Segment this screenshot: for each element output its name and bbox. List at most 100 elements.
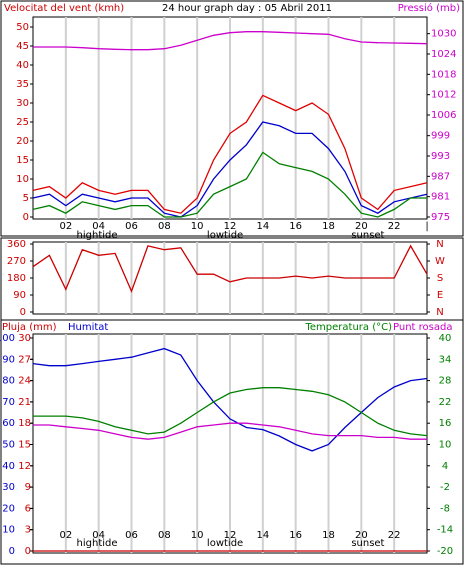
y2-tick-label: 981	[431, 192, 450, 203]
annotation: lowtide	[207, 538, 243, 549]
y2-tick-label: -8	[440, 503, 450, 514]
y2-tick-label: 34	[439, 354, 452, 365]
y-tick-label: 9	[25, 482, 31, 493]
y3-tick-label: 30	[2, 482, 15, 493]
annotation: lowtide	[207, 230, 243, 241]
y-tick-label: 30	[18, 333, 31, 344]
y2-tick-label: 1024	[431, 49, 456, 60]
y2-tick-label: 28	[439, 376, 452, 387]
x-tick-label: 22	[388, 221, 401, 232]
x-tick-label: |	[425, 221, 428, 232]
series-line	[32, 244, 428, 293]
x-tick-label: 02	[59, 221, 72, 232]
y2-tick-label: 1018	[431, 69, 456, 80]
x-tick-label: |	[425, 530, 428, 541]
y-tick-label: 0	[23, 212, 29, 223]
y3-tick-label: 60	[2, 418, 15, 429]
x-tick-label: 04	[92, 221, 105, 232]
y3-tick-label: 20	[2, 503, 15, 514]
y2-tick-label: 22	[439, 397, 452, 408]
y2-tick-label: -2	[440, 482, 450, 493]
series-line	[32, 94, 428, 214]
y2-tick-label: 999	[431, 131, 450, 142]
y2-tick-label: S	[437, 273, 443, 284]
y2-tick-label: 1006	[431, 110, 456, 121]
y2-tick-label: 1012	[431, 90, 456, 101]
y2-tick-label: 10	[439, 440, 452, 451]
x-tick-label: 06	[125, 221, 138, 232]
y2-axis-label: Pressió (mb)	[398, 2, 460, 14]
y3-tick-label: 50	[2, 440, 15, 451]
y-axis-label: Pluja (mm)	[2, 322, 57, 333]
x-tick-label: 16	[289, 530, 302, 541]
y2-tick-label: 1030	[431, 29, 456, 40]
y2-tick-label: W	[435, 256, 445, 267]
annotation: hightide	[77, 538, 118, 549]
y-tick-label: 40	[16, 60, 29, 71]
y3-tick-label: 100	[0, 333, 15, 344]
y-tick-label: 35	[16, 79, 29, 90]
y-tick-label: 15	[16, 155, 29, 166]
x-tick-label: 10	[191, 530, 204, 541]
y-tick-label: 180	[7, 273, 26, 284]
y2-tick-label: 993	[431, 151, 450, 162]
x-tick-label: 04	[92, 530, 105, 541]
y3-tick-label: 0	[9, 546, 15, 557]
x-tick-label: 02	[59, 530, 72, 541]
y3-tick-label: 80	[2, 376, 15, 387]
y-tick-label: 18	[18, 418, 31, 429]
chart-title: 24 hour graph day : 05 Abril 2011	[162, 3, 332, 14]
y2-axis-label: Punt rosada	[393, 322, 452, 333]
x-tick-label: 14	[256, 530, 269, 541]
y-tick-label: 27	[18, 354, 31, 365]
y-tick-label: 0	[25, 546, 31, 557]
y2-tick-label: E	[437, 290, 443, 301]
y-tick-label: 12	[18, 461, 31, 472]
y-tick-label: 15	[18, 440, 31, 451]
x-tick-label: 22	[388, 530, 401, 541]
y2-tick-label: -14	[437, 525, 453, 536]
y-tick-label: 21	[18, 397, 31, 408]
y-axis-label: Velocitat del vent (kmh)	[4, 3, 124, 14]
x-tick-label: 16	[289, 221, 302, 232]
series-line	[32, 121, 428, 218]
x-tick-label: 08	[158, 530, 171, 541]
series-line	[33, 387, 428, 437]
y3-tick-label: 40	[2, 461, 15, 472]
x-tick-label: 20	[355, 530, 368, 541]
series-line	[33, 422, 427, 440]
y3-axis-label: Humitat	[68, 322, 108, 333]
x-tick-label: 08	[158, 221, 171, 232]
annotation: sunset	[351, 538, 384, 549]
y3-tick-label: 10	[2, 525, 15, 536]
y-tick-label: 5	[23, 193, 29, 204]
x-tick-label: 14	[256, 221, 269, 232]
y-tick-label: 25	[16, 117, 29, 128]
y2-tick-label: 40	[439, 333, 452, 344]
y2-tick-label: -20	[437, 546, 453, 557]
x-tick-label: 12	[224, 530, 237, 541]
y-tick-label: 24	[18, 376, 31, 387]
y-tick-label: 6	[25, 503, 31, 514]
y-tick-label: 270	[7, 256, 26, 267]
y-tick-label: 0	[20, 307, 26, 318]
y-tick-label: 3	[25, 525, 31, 536]
y2-tick-label: 975	[431, 212, 450, 223]
y2-tick-label: 16	[439, 418, 452, 429]
y-tick-label: 360	[7, 239, 26, 250]
x-tick-label: 20	[355, 221, 368, 232]
y-tick-label: 10	[16, 174, 29, 185]
y2-tick-label: N	[436, 239, 443, 250]
y3-tick-label: 70	[2, 397, 15, 408]
x-tick-label: 12	[224, 221, 237, 232]
annotation: sunset	[351, 230, 384, 241]
y2-tick-label: 987	[431, 171, 450, 182]
y-tick-label: 50	[16, 22, 29, 33]
x-tick-label: 10	[191, 221, 204, 232]
y-tick-label: 90	[13, 290, 26, 301]
series-line	[33, 31, 428, 51]
y-tick-label: 30	[16, 98, 29, 109]
x-tick-label: 18	[322, 530, 335, 541]
